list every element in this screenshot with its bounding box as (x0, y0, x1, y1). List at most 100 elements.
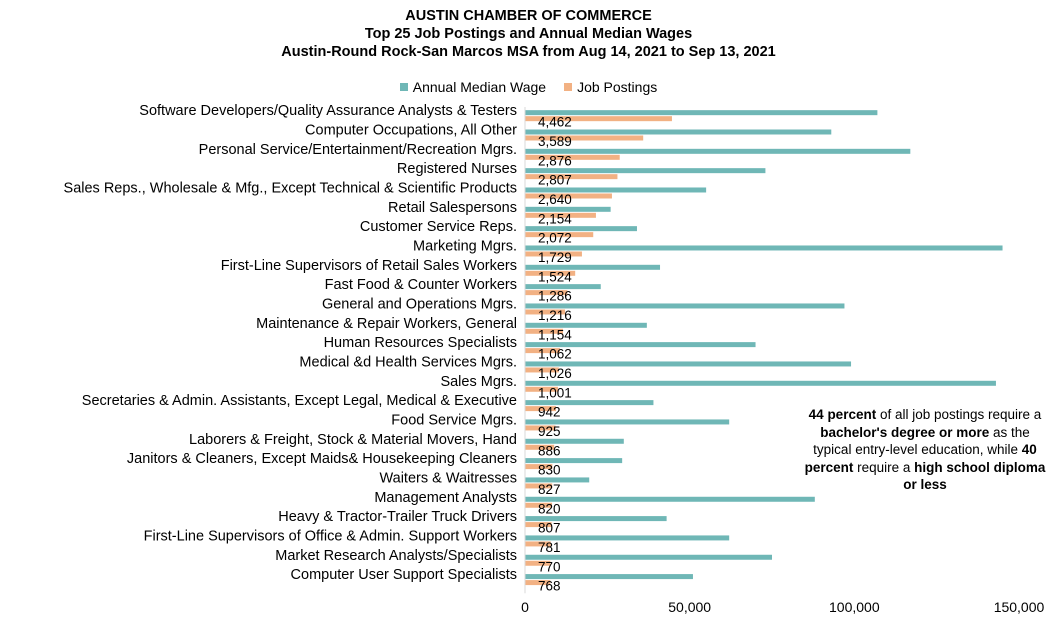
bar-wage (525, 226, 637, 232)
category-label: Maintenance & Repair Workers, General (256, 316, 517, 332)
category-label: First-Line Supervisors of Office & Admin… (144, 528, 517, 544)
legend: Annual Median Wage Job Postings (0, 79, 1057, 95)
chart-subtitle: Top 25 Job Postings and Annual Median Wa… (364, 26, 693, 42)
bar-wage (525, 322, 647, 328)
category-label: Personal Service/Entertainment/Recreatio… (199, 142, 517, 158)
category-label: Computer Occupations, All Other (305, 122, 517, 138)
x-tick-label: 150,000 (994, 599, 1045, 615)
bar-wage (525, 264, 661, 270)
x-tick-label: 0 (521, 599, 529, 615)
category-label: Heavy & Tractor-Trailer Truck Drivers (278, 509, 517, 525)
category-label: Retail Salespersons (388, 200, 517, 216)
data-label-postings: 1,062 (538, 347, 572, 362)
bar-postings (525, 348, 560, 354)
data-label-postings: 820 (538, 501, 561, 516)
bar-postings (525, 406, 557, 412)
data-label-postings: 925 (538, 424, 561, 439)
bar-wage (525, 245, 1003, 251)
bar-wage (525, 477, 590, 483)
category-label: Sales Reps., Wholesale & Mfg., Except Te… (64, 180, 517, 196)
bar-postings (525, 290, 568, 296)
category-label: Secretaries & Admin. Assistants, Except … (82, 393, 517, 409)
data-label-postings: 3,589 (538, 134, 572, 149)
legend-label-postings: Job Postings (577, 79, 658, 95)
bar-wage (525, 342, 756, 348)
bar-wage (525, 284, 601, 290)
data-label-postings: 886 (538, 443, 561, 458)
bar-postings (525, 580, 551, 586)
bar-postings (525, 116, 672, 122)
data-label-postings: 1,524 (538, 269, 572, 284)
bar-wage (525, 303, 845, 309)
category-label: Customer Service Reps. (360, 219, 517, 235)
category-label: Marketing Mgrs. (413, 238, 517, 254)
callout-part-2: of all job postings require a (876, 407, 1042, 422)
callout-part-3: bachelor's degree or more (820, 424, 990, 440)
data-label-postings: 1,026 (538, 366, 572, 381)
category-label: Management Analysts (374, 490, 517, 506)
category-label: Food Service Mgrs. (391, 412, 517, 428)
callout-note: 44 percent of all job postings require a… (800, 406, 1050, 494)
bar-wage (525, 496, 815, 502)
bar-wage (525, 110, 878, 116)
category-label: Waiters & Waitresses (379, 470, 517, 486)
bar-postings (525, 174, 618, 180)
legend-label-wage: Annual Median Wage (412, 79, 547, 95)
bar-postings (525, 425, 556, 431)
legend-swatch-wage (399, 83, 408, 91)
bar-wage (525, 516, 667, 522)
data-label-postings: 1,001 (538, 385, 572, 400)
bar-wage (525, 148, 911, 154)
bar-wage (525, 458, 623, 464)
callout-part-6: require a (853, 459, 915, 475)
data-label-postings: 1,216 (538, 308, 572, 323)
bar-wage (525, 168, 766, 174)
bar-postings (525, 135, 644, 141)
bar-wage (525, 400, 654, 406)
bar-wage (525, 380, 996, 386)
data-label-postings: 1,286 (538, 289, 572, 304)
bar-postings (525, 522, 552, 528)
data-label-postings: 1,729 (538, 250, 572, 265)
bar-postings (525, 270, 576, 276)
category-label: Human Resources Specialists (324, 335, 517, 351)
category-label: Sales Mgrs. (440, 374, 517, 390)
data-label-postings: 2,154 (538, 211, 572, 226)
bar-postings (525, 154, 620, 160)
chart-subtitle-region: Austin-Round Rock-San Marcos MSA from Au… (281, 44, 776, 60)
bar-postings (525, 193, 612, 199)
data-label-postings: 2,807 (538, 173, 572, 188)
callout-part-1: 44 percent (808, 407, 877, 422)
category-label: Laborers & Freight, Stock & Material Mov… (189, 432, 517, 448)
bar-postings (525, 386, 558, 392)
bar-postings (525, 309, 566, 315)
legend-swatch-postings (564, 83, 573, 91)
data-label-postings: 2,640 (538, 192, 572, 207)
bar-wage (525, 554, 772, 560)
chart-title-block: AUSTIN CHAMBER OF COMMERCE Top 25 Job Po… (0, 7, 1057, 61)
bar-wage (525, 574, 693, 580)
bar-wage (525, 419, 730, 425)
data-label-postings: 770 (538, 559, 561, 574)
bar-wage (525, 438, 624, 444)
bar-postings (525, 541, 551, 547)
callout-part-7: high school diploma or less (903, 459, 1046, 493)
category-label: First-Line Supervisors of Retail Sales W… (221, 258, 517, 274)
callout-part-4: as the typical entry-level education, wh… (813, 424, 1030, 458)
category-label: Medical &d Health Services Mgrs. (299, 354, 517, 370)
chart-title: AUSTIN CHAMBER OF COMMERCE (405, 8, 652, 24)
legend-item-wage: Annual Median Wage (399, 79, 547, 95)
data-label-postings: 827 (538, 482, 561, 497)
bar-postings (525, 232, 594, 238)
data-label-postings: 2,072 (538, 231, 572, 246)
data-label-postings: 4,462 (538, 115, 572, 130)
x-tick-label: 50,000 (668, 599, 711, 615)
bar-postings (525, 367, 559, 373)
bar-postings (525, 560, 551, 566)
bar-wage (525, 187, 707, 193)
data-label-postings: 942 (538, 405, 561, 420)
x-tick-label: 100,000 (829, 599, 880, 615)
bar-wage (525, 206, 611, 212)
category-label: Janitors & Cleaners, Except Maids& House… (127, 451, 517, 467)
